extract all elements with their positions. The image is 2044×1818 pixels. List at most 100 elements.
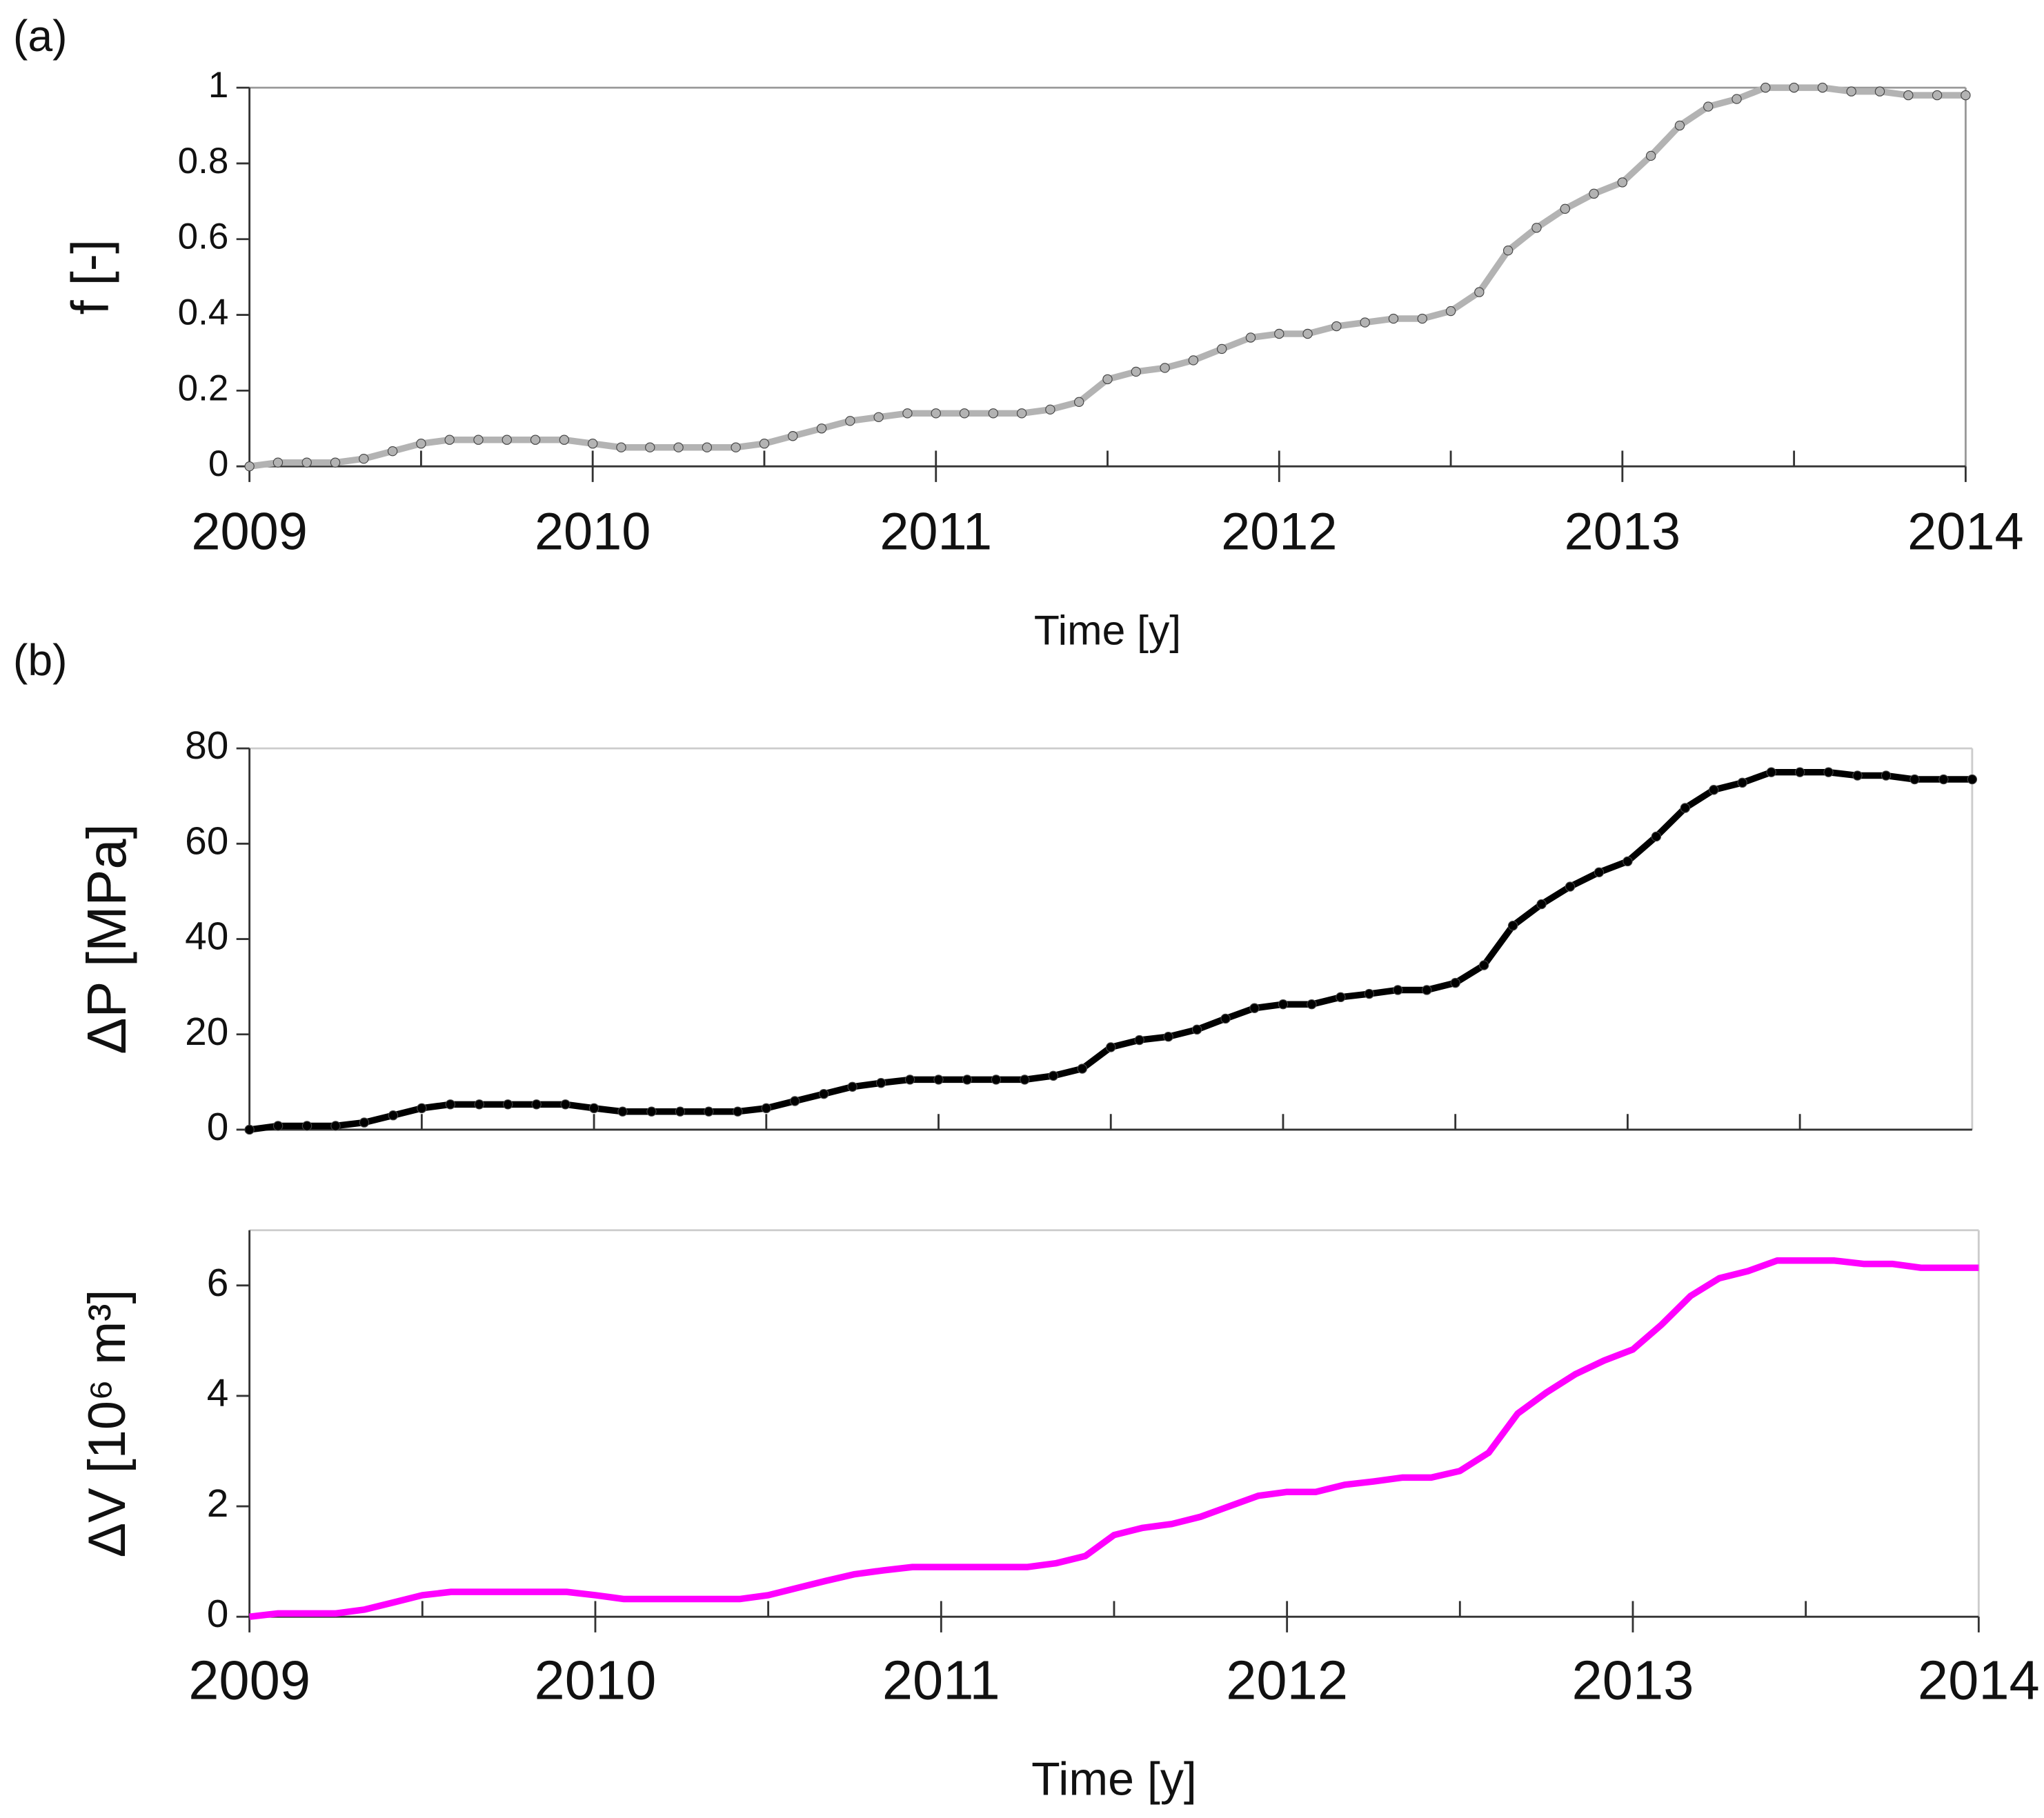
data-point xyxy=(731,442,741,452)
data-point xyxy=(959,408,970,419)
x-tick-label: 2010 xyxy=(535,1650,657,1711)
data-point xyxy=(1623,856,1633,867)
data-point xyxy=(330,1121,341,1131)
data-line xyxy=(248,768,1972,1133)
data-point xyxy=(1450,977,1460,988)
data-point xyxy=(560,1099,570,1110)
data-point xyxy=(1074,397,1084,408)
x-tick-label: 2012 xyxy=(1226,1650,1348,1711)
data-point xyxy=(1478,960,1489,970)
y-tick-label: 0.4 xyxy=(178,292,229,333)
data-point xyxy=(1680,803,1691,813)
data-point xyxy=(1106,1042,1116,1052)
data-point xyxy=(704,1106,714,1117)
data-point xyxy=(1909,774,1920,785)
x-tick-label: 2012 xyxy=(1221,503,1337,561)
data-point xyxy=(244,1124,255,1135)
y-axis-label: f [-] xyxy=(61,239,119,314)
data-point xyxy=(1249,1003,1260,1013)
data-point xyxy=(1709,785,1719,795)
data-point xyxy=(1732,94,1742,104)
data-point xyxy=(387,446,398,457)
data-point xyxy=(388,1110,399,1121)
x-tick-label: 2014 xyxy=(1918,1650,2040,1711)
y-axis-label: ΔV [10⁶ m³] xyxy=(78,1289,137,1557)
data-point xyxy=(1536,899,1547,910)
panel-label: (b) xyxy=(13,635,68,685)
data-point xyxy=(1131,366,1142,377)
data-point xyxy=(445,1099,455,1110)
data-point xyxy=(244,461,255,472)
data-point xyxy=(444,434,455,445)
data-line xyxy=(249,1257,1979,1620)
data-point xyxy=(587,439,598,449)
data-point xyxy=(1364,988,1375,999)
y-axis-label: ΔP [MPa] xyxy=(76,823,137,1054)
data-point xyxy=(1388,313,1399,324)
data-point xyxy=(1160,363,1170,373)
y-tick-label: 0.8 xyxy=(178,141,229,181)
y-tick-label: 6 xyxy=(207,1261,229,1305)
data-point xyxy=(646,1106,657,1117)
data-point xyxy=(847,1081,857,1092)
data-point xyxy=(272,1121,284,1131)
data-point xyxy=(1766,767,1776,777)
data-point xyxy=(1565,881,1576,892)
y-tick-label: 0 xyxy=(207,1592,229,1636)
data-point xyxy=(530,434,541,445)
data-point xyxy=(359,453,369,464)
data-point xyxy=(1191,1024,1202,1035)
data-point xyxy=(1045,404,1055,415)
data-point xyxy=(1016,408,1027,419)
data-point xyxy=(301,1121,312,1131)
data-point xyxy=(1217,343,1227,354)
data-point xyxy=(1020,1075,1030,1085)
data-point xyxy=(1220,1013,1231,1024)
data-point xyxy=(1077,1063,1087,1074)
data-point xyxy=(733,1106,743,1117)
data-point xyxy=(875,1078,886,1088)
y-tick-label: 40 xyxy=(185,915,228,959)
data-point xyxy=(1445,306,1456,317)
data-point xyxy=(904,1075,915,1085)
data-point xyxy=(902,408,913,419)
x-tick-label: 2014 xyxy=(1907,503,2023,561)
data-point xyxy=(1881,770,1892,781)
data-point xyxy=(1302,328,1313,339)
data-point xyxy=(1589,188,1599,199)
x-tick-label: 2013 xyxy=(1565,503,1680,561)
data-point xyxy=(873,412,884,422)
y-tick-label: 0.2 xyxy=(178,368,229,408)
data-point xyxy=(988,408,999,419)
data-point xyxy=(1967,774,1978,785)
data-point xyxy=(301,457,312,468)
data-point xyxy=(616,442,626,452)
y-tick-label: 1 xyxy=(208,65,228,106)
data-point xyxy=(759,439,770,449)
data-point xyxy=(1307,999,1317,1010)
data-point xyxy=(1817,82,1828,93)
data-point xyxy=(1594,867,1605,877)
data-point xyxy=(1874,86,1885,97)
data-point xyxy=(1245,332,1256,343)
data-point xyxy=(1274,328,1284,339)
data-point xyxy=(702,442,713,452)
data-point xyxy=(1422,985,1432,995)
data-point xyxy=(1651,831,1662,842)
data-point xyxy=(1507,921,1518,931)
data-point xyxy=(1188,355,1199,366)
data-point xyxy=(1331,321,1342,332)
data-point xyxy=(790,1096,800,1106)
x-tick-label: 2011 xyxy=(882,1650,1000,1711)
data-point xyxy=(1560,203,1570,214)
data-point xyxy=(1048,1070,1059,1081)
data-point xyxy=(588,1103,599,1114)
data-point xyxy=(474,1099,484,1110)
data-point xyxy=(1617,177,1628,188)
data-point xyxy=(330,457,341,468)
data-point xyxy=(1703,101,1714,112)
y-tick-label: 20 xyxy=(185,1010,228,1054)
data-point xyxy=(1737,777,1747,788)
data-point xyxy=(1674,120,1685,131)
